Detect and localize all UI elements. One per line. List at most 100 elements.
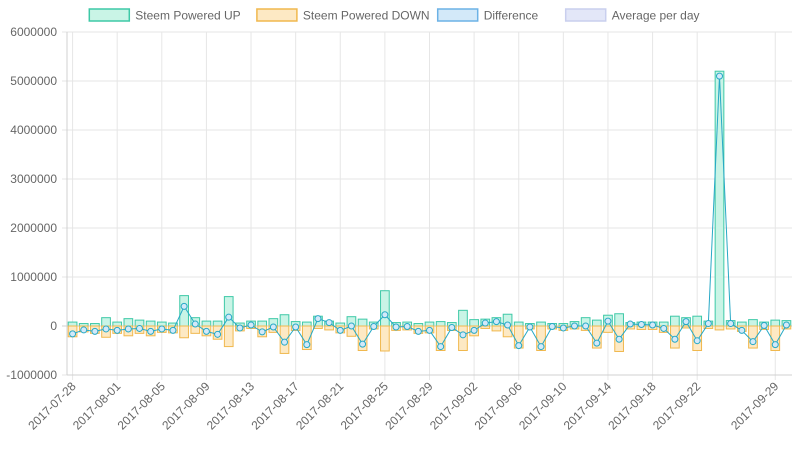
- difference-point: [593, 339, 601, 347]
- bar-powered-up: [536, 321, 546, 327]
- bar-powered-down: [357, 325, 368, 351]
- bar-powered-up: [770, 319, 781, 327]
- legend-item[interactable]: Average per day: [564, 8, 700, 23]
- bar-powered-up: [380, 290, 390, 327]
- difference-point: [693, 337, 701, 345]
- bar-powered-up: [748, 319, 758, 327]
- difference-point: [470, 326, 478, 334]
- bar-powered-down: [324, 325, 334, 331]
- bar-powered-down: [770, 325, 781, 351]
- difference-point: [336, 326, 344, 334]
- legend-label: Difference: [484, 9, 539, 23]
- bar-powered-up: [424, 321, 435, 327]
- difference-point: [671, 335, 679, 343]
- difference-point: [749, 338, 757, 346]
- legend: Steem Powered UP Steem Powered DOWN Differ…: [88, 8, 700, 23]
- bar-powered-up: [301, 321, 312, 327]
- bar-powered-up: [257, 320, 268, 327]
- difference-point: [247, 321, 255, 329]
- difference-point: [214, 330, 222, 338]
- bar-powered-down: [714, 325, 725, 331]
- x-tick-label: 2017-09-29: [728, 379, 782, 433]
- y-tick-label: 6000000: [10, 25, 57, 39]
- difference-point: [258, 328, 266, 336]
- difference-point: [426, 326, 433, 334]
- difference-point: [303, 341, 311, 349]
- difference-point: [492, 318, 500, 326]
- difference-point: [649, 321, 657, 329]
- difference-point: [437, 343, 445, 351]
- difference-point: [136, 324, 143, 332]
- difference-point: [660, 324, 668, 332]
- bar-powered-down: [491, 325, 502, 332]
- difference-point: [281, 338, 288, 346]
- y-tick-label: 5000000: [10, 74, 57, 88]
- difference-point: [704, 320, 712, 328]
- difference-point: [526, 323, 534, 331]
- bar-powered-up: [513, 321, 524, 327]
- bar-powered-up: [156, 321, 167, 327]
- legend-swatch: [256, 8, 298, 22]
- legend-item[interactable]: Steem Powered UP: [88, 8, 241, 23]
- x-tick-label: 2017-09-22: [650, 379, 704, 433]
- difference-point: [548, 322, 556, 330]
- difference-point: [637, 321, 645, 329]
- difference-point: [571, 322, 578, 330]
- difference-point: [80, 326, 88, 334]
- difference-point: [771, 341, 779, 349]
- bar-powered-up: [458, 309, 468, 327]
- difference-point: [102, 325, 110, 333]
- legend-item[interactable]: Difference: [436, 8, 539, 23]
- difference-point: [403, 322, 411, 330]
- difference-point: [381, 311, 389, 319]
- difference-point: [504, 321, 512, 329]
- difference-point: [191, 320, 199, 328]
- legend-swatch: [564, 8, 607, 22]
- y-tick-label: -1000000: [6, 368, 57, 382]
- difference-point: [459, 331, 467, 339]
- difference-point: [158, 325, 166, 333]
- bar-powered-up: [67, 321, 78, 327]
- difference-point: [359, 340, 367, 348]
- y-axis: 6000000 5000000 4000000 3000000 2000000 10000…: [6, 25, 57, 382]
- bar-powered-up: [112, 321, 123, 327]
- bar-powered-up: [435, 321, 446, 327]
- bar-powered-down: [681, 325, 691, 329]
- difference-point: [202, 327, 210, 335]
- difference-point: [448, 323, 456, 331]
- y-tick-label: 3000000: [10, 172, 57, 186]
- difference-point: [582, 322, 590, 330]
- bar-powered-up: [614, 313, 624, 327]
- bar-powered-down: [380, 325, 390, 352]
- bar-powered-down: [223, 325, 234, 348]
- difference-point: [559, 324, 567, 332]
- difference-point: [124, 325, 132, 333]
- bar-powered-up: [591, 319, 602, 327]
- legend-label: Steem Powered DOWN: [303, 9, 430, 23]
- bar-powered-up: [279, 314, 290, 327]
- difference-point: [682, 318, 690, 326]
- bar-powered-down: [313, 325, 323, 329]
- bar-powered-up: [201, 320, 212, 327]
- difference-point: [236, 324, 244, 332]
- difference-point: [225, 313, 233, 321]
- bar-powered-up: [357, 318, 368, 327]
- difference-point: [782, 321, 790, 329]
- difference-point: [738, 326, 746, 334]
- legend-label: Steem Powered UP: [135, 9, 240, 23]
- difference-point: [347, 322, 355, 330]
- difference-point: [604, 317, 612, 325]
- difference-point: [113, 326, 121, 334]
- difference-point: [91, 327, 99, 335]
- y-tick-label: 0: [50, 319, 57, 333]
- difference-point: [760, 322, 768, 330]
- legend-swatch: [436, 8, 479, 22]
- bar-powered-up: [212, 320, 223, 327]
- difference-point: [414, 327, 422, 335]
- legend-item[interactable]: Steem Powered DOWN: [256, 8, 430, 23]
- difference-line: [69, 72, 790, 351]
- bar-powered-up: [145, 320, 156, 327]
- difference-point: [269, 323, 277, 331]
